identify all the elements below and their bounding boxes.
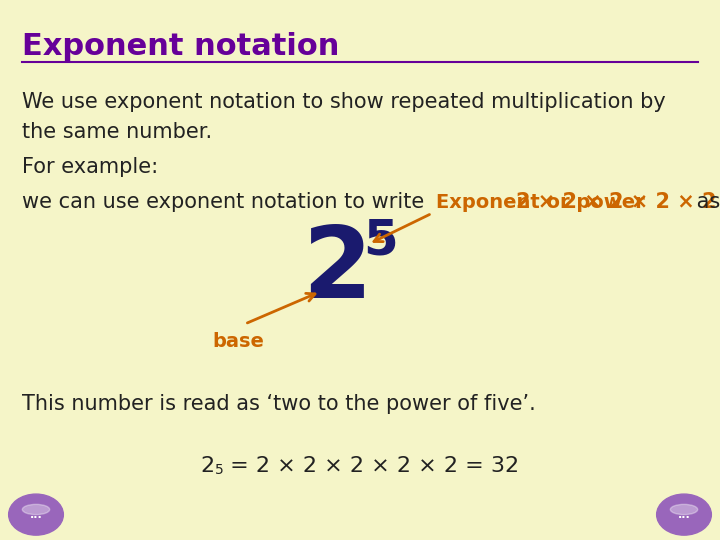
Text: 5: 5 (215, 463, 223, 477)
Circle shape (9, 494, 63, 535)
Text: 2: 2 (200, 456, 215, 476)
Text: ...: ... (678, 510, 690, 519)
Text: base: base (212, 332, 264, 351)
Text: We use exponent notation to show repeated multiplication by: We use exponent notation to show repeate… (22, 92, 665, 112)
Text: Exponent notation: Exponent notation (22, 32, 339, 62)
Text: 2 × 2 × 2 × 2 × 2: 2 × 2 × 2 × 2 × 2 (516, 192, 716, 212)
Text: This number is read as ‘two to the power of five’.: This number is read as ‘two to the power… (22, 394, 536, 414)
Ellipse shape (22, 504, 50, 515)
Text: the same number.: the same number. (22, 122, 212, 141)
Text: = 2 × 2 × 2 × 2 × 2 = 32: = 2 × 2 × 2 × 2 × 2 = 32 (223, 456, 520, 476)
Text: as: as (690, 192, 720, 212)
Text: Exponent or power: Exponent or power (436, 193, 644, 212)
Text: ...: ... (30, 510, 42, 519)
Circle shape (657, 494, 711, 535)
Text: we can use exponent notation to write: we can use exponent notation to write (22, 192, 431, 212)
Ellipse shape (670, 504, 698, 515)
Text: For example:: For example: (22, 157, 158, 177)
Text: 2: 2 (302, 221, 372, 319)
Text: 5: 5 (364, 217, 398, 264)
